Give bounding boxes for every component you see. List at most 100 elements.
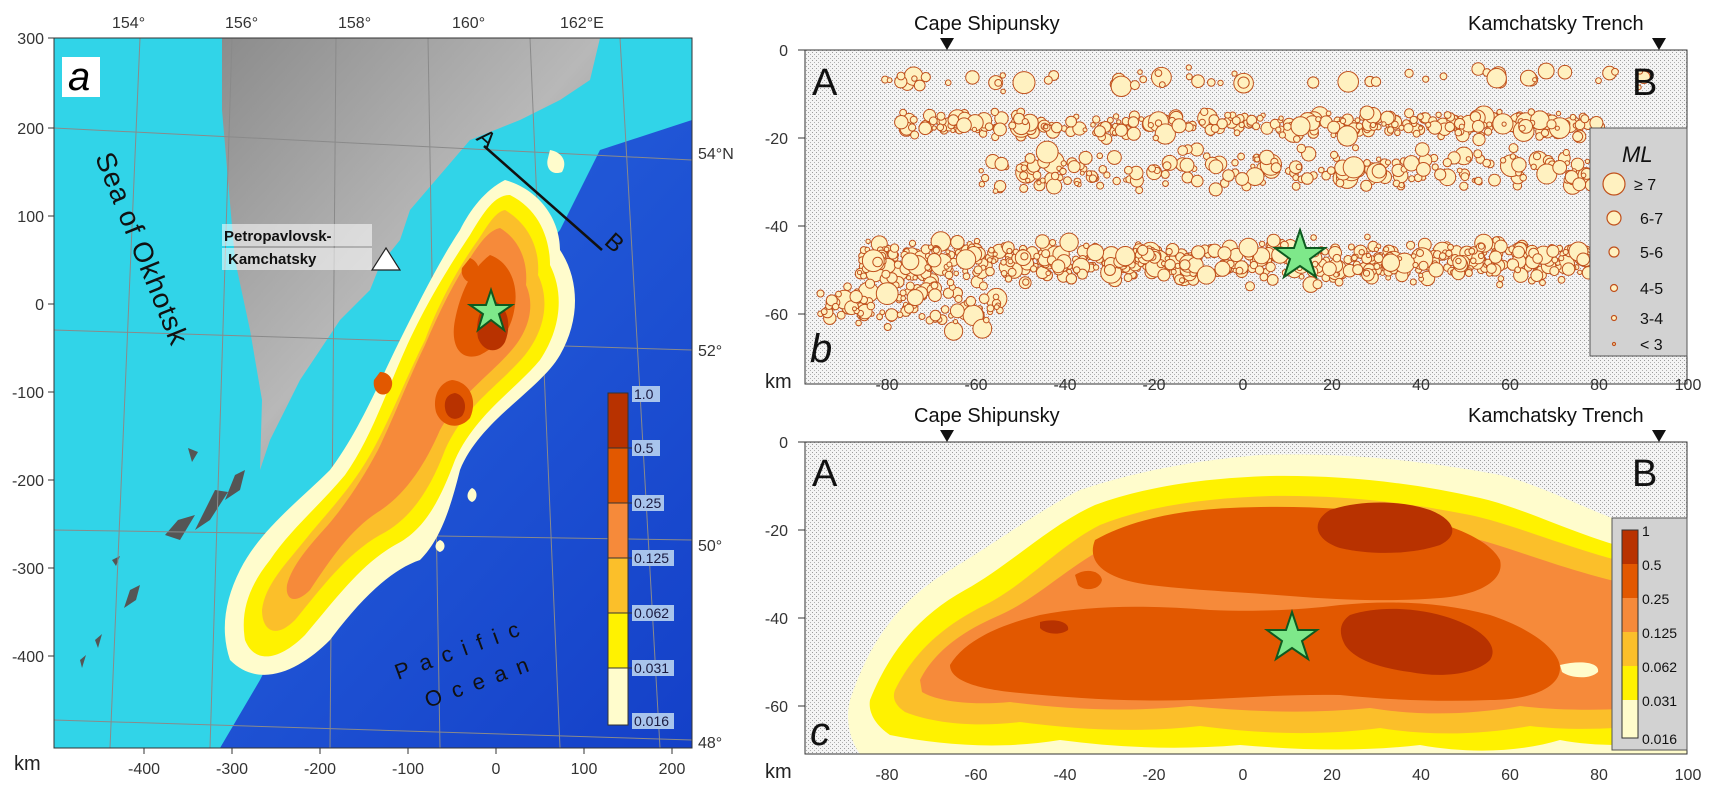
earthquake-event [1035,140,1059,164]
earthquake-event [816,289,825,298]
earthquake-event [1468,247,1476,255]
earthquake-event [1078,150,1093,165]
earthquake-event [1096,152,1104,160]
earthquake-event [820,308,828,316]
earthquake-event [978,181,986,188]
earthquake-event [911,75,918,82]
earthquake-event [1291,181,1301,191]
km-tick: -200 [12,473,44,490]
earthquake-event [872,256,883,268]
earthquake-event [1425,121,1432,128]
earthquake-event [1394,129,1401,137]
earthquake-event [1043,124,1049,130]
city-label-line2: Kamchatsky [228,251,317,268]
earthquake-event [875,282,899,306]
earthquake-event [1092,264,1100,271]
earthquake-event [1049,239,1057,247]
panel-c-label-b: B [1632,453,1657,495]
earthquake-event [1051,259,1066,274]
kamchatka-peninsula-land [222,38,600,470]
earthquake-event [866,301,876,311]
earthquake-event [1445,249,1453,257]
earthquake-event [1116,119,1122,125]
earthquake-event [855,319,862,327]
panel-c-y-tick-marks [798,441,805,707]
earthquake-event [942,287,955,299]
earthquake-event [1409,115,1418,125]
earthquake-event [1488,173,1501,187]
latitude-label: 52° [698,343,722,360]
earthquake-event [946,261,953,268]
earthquake-event [1148,164,1156,173]
earthquake-event [1412,261,1419,269]
km-tick: 0 [35,297,44,314]
earthquake-event [930,281,939,290]
earthquake-event [1371,163,1387,179]
earthquake-event [1298,273,1305,280]
earthquake-event [1035,234,1050,249]
earthquake-event [1554,125,1560,131]
earthquake-event [1252,122,1261,131]
earthquake-event [1497,275,1505,282]
earthquake-event [990,107,999,117]
earthquake-event [1381,253,1401,272]
earthquake-event [913,79,926,92]
earthquake-event [1637,68,1643,75]
earthquake-event [1098,165,1108,174]
earthquake-event [1318,166,1325,174]
earthquake-event [992,293,1000,301]
magnitude-legend-item: < 3 [1640,337,1663,354]
earthquake-event [1404,108,1415,119]
earthquake-event [1160,169,1170,179]
earthquake-event [1007,258,1014,265]
earthquake-event [1381,121,1387,127]
earthquake-event [1611,67,1619,76]
earthquake-event [883,246,890,253]
distance-tick: 60 [1501,377,1519,394]
earthquake-event [984,122,994,131]
latitude-label: 50° [698,538,722,555]
earthquake-event [1418,260,1429,271]
earthquake-event [1472,132,1486,147]
map-density-legend: 1.0 0.5 0.25 0.125 0.062 0.031 0.016 [607,386,674,729]
earthquake-event [1509,153,1517,160]
earthquake-event [953,270,960,277]
earthquake-event [1530,163,1537,171]
panel-b-km-label: km [765,371,792,393]
distance-tick: -60 [964,767,987,784]
earthquake-event [1249,260,1259,270]
earthquake-event [1025,177,1031,184]
section-legend-item: 0.016 [1642,731,1677,747]
earthquake-event [1408,175,1416,183]
earthquake-event [1460,172,1470,182]
earthquake-event [1059,232,1079,253]
earthquake-event [1293,135,1301,143]
earthquake-event [940,305,950,314]
earthquake-event [1508,143,1519,154]
earthquake-event [1275,126,1282,133]
earthquake-event [1110,75,1133,98]
earthquake-event [1473,149,1483,159]
km-tick: 100 [571,761,598,778]
map-graticule [54,38,692,748]
earthquake-event [1459,181,1469,191]
earthquake-event [1557,275,1566,284]
depth-tick: -60 [765,307,788,324]
earthquake-event [1410,253,1417,259]
earthquake-event [999,72,1006,79]
earthquake-event [985,266,995,277]
earthquake-event [1258,240,1266,248]
earthquake-event [1494,239,1508,254]
distance-tick: 20 [1323,767,1341,784]
earthquake-event [1636,84,1642,91]
earthquake-event [1549,266,1560,277]
earthquake-event [936,111,946,121]
distance-tick: -60 [964,377,987,394]
earthquake-event [1546,244,1560,258]
earthquake-event [1045,270,1051,277]
earthquake-event [1580,172,1587,179]
earthquake-event [1266,274,1279,286]
earthquake-event [918,121,933,136]
earthquake-event [1352,264,1364,276]
earthquake-event [1444,121,1456,133]
